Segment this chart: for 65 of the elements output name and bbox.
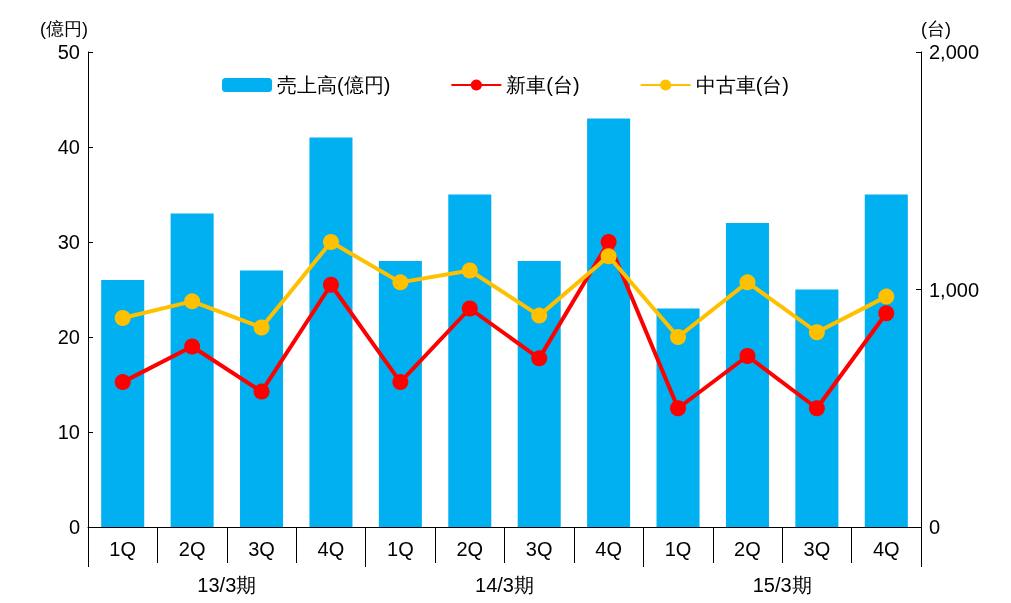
y2-tick-label: 0 xyxy=(929,516,941,538)
y-tick-label: 0 xyxy=(68,516,80,538)
point xyxy=(600,234,617,250)
y2-axis-title: (台) xyxy=(921,19,951,39)
x-tick-label: 1Q xyxy=(387,538,414,560)
point xyxy=(808,400,825,417)
point xyxy=(531,350,548,367)
y-tick-label: 40 xyxy=(57,136,80,158)
point xyxy=(808,324,825,341)
point xyxy=(322,234,339,250)
point xyxy=(184,293,201,310)
bar xyxy=(101,280,145,527)
bar xyxy=(795,289,839,527)
point xyxy=(184,338,201,355)
point xyxy=(739,274,756,291)
y-tick-label: 50 xyxy=(57,41,80,63)
x-tick-label: 2Q xyxy=(456,538,484,560)
bar xyxy=(656,308,700,527)
x-tick-label: 4Q xyxy=(317,538,345,560)
point xyxy=(670,400,687,417)
bar xyxy=(378,261,422,527)
y-axis-title: (億円) xyxy=(40,19,88,39)
x-tick-label: 2Q xyxy=(734,538,761,560)
y2-tick-label: 2,000 xyxy=(929,41,980,63)
point xyxy=(461,300,478,317)
x-tick-label: 2Q xyxy=(178,538,206,560)
y2-tick-label: 1,000 xyxy=(929,278,980,301)
bar xyxy=(725,223,769,527)
point xyxy=(461,262,478,279)
x-tick-label: 4Q xyxy=(872,538,900,560)
y-tick-label: 10 xyxy=(57,421,80,443)
legend-label: 売上高(億円) xyxy=(277,74,391,96)
point xyxy=(600,248,617,265)
bar xyxy=(170,213,214,527)
y-tick-label: 20 xyxy=(57,326,80,348)
point xyxy=(114,310,131,326)
point xyxy=(114,374,131,391)
x-tick-label: 1Q xyxy=(664,538,692,560)
x-tick-label: 3Q xyxy=(803,538,831,560)
bar xyxy=(864,194,908,527)
point xyxy=(670,329,687,345)
point xyxy=(739,348,756,364)
y-tick-label: 30 xyxy=(57,231,80,253)
bar xyxy=(240,270,284,527)
point xyxy=(878,305,895,322)
x-tick-label: 3Q xyxy=(248,538,275,560)
legend-label: 中古車(台) xyxy=(695,74,789,96)
point xyxy=(253,319,270,336)
point xyxy=(392,274,409,291)
x-tick-label: 1Q xyxy=(109,538,137,560)
bar xyxy=(448,194,492,527)
x-tick-label: 3Q xyxy=(525,538,553,560)
point xyxy=(322,276,339,293)
point xyxy=(878,288,895,305)
point xyxy=(253,383,270,400)
text: 15/3期 xyxy=(752,574,812,596)
text: 14/3期 xyxy=(475,574,534,596)
bar xyxy=(517,261,561,527)
bar xyxy=(309,137,353,527)
point xyxy=(392,374,409,391)
point xyxy=(531,307,548,324)
text: 13/3期 xyxy=(197,574,257,596)
x-tick-label: 4Q xyxy=(595,538,622,560)
bar xyxy=(587,118,631,527)
legend-label: 新車(台) xyxy=(506,74,580,96)
